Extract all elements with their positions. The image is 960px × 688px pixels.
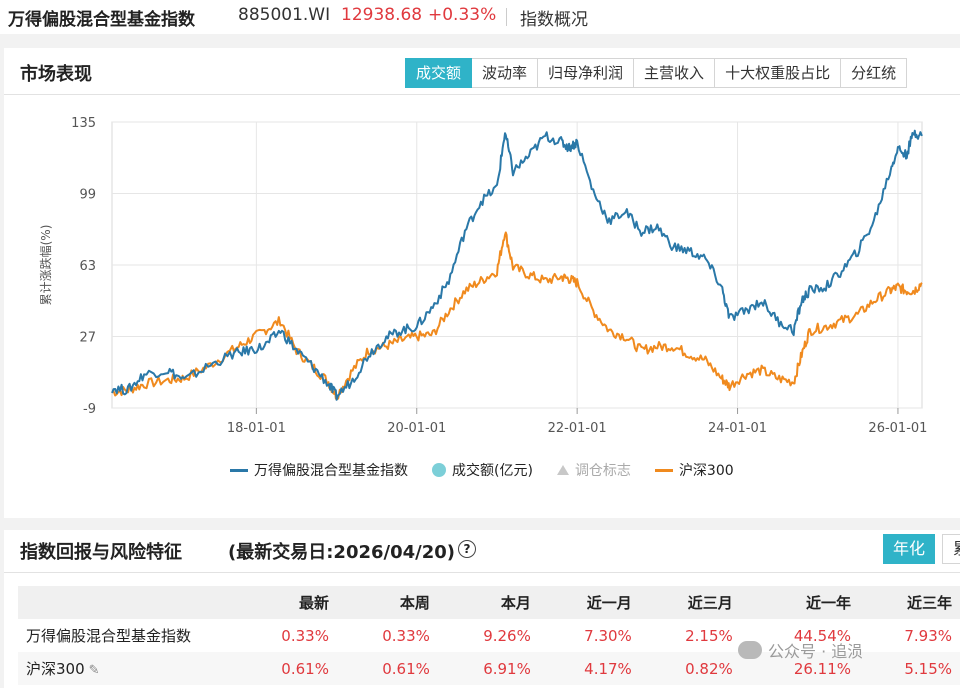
col-header-month: 本月	[437, 586, 539, 619]
help-icon[interactable]: ?	[458, 540, 476, 558]
x-tick-label: 18-01-01	[227, 421, 286, 436]
market-performance-title: 市场表现	[20, 64, 92, 85]
table-row: 沪深300 ✎ 0.61% 0.61% 6.91% 4.17% 0.82% 26.…	[18, 652, 960, 685]
col-header-3y: 近三年	[859, 586, 960, 619]
y-tick-label: 135	[71, 116, 96, 131]
tab-net-profit[interactable]: 归母净利润	[538, 58, 635, 88]
chart-legend: 万得偏股混合型基金指数 成交额(亿元) 调仓标志 沪深300	[230, 460, 758, 480]
table-cell: 0.61%	[336, 652, 438, 685]
col-header-1m: 近一月	[538, 586, 640, 619]
series-line-index	[111, 129, 923, 401]
y-tick-label: -9	[83, 402, 96, 417]
table-cell: 6.91%	[437, 652, 539, 685]
market-performance-panel: 市场表现 成交额 波动率 归母净利润 主营收入 十大权重股占比 分红统 135 9…	[4, 48, 960, 518]
legend-hs300[interactable]: 沪深300	[654, 460, 734, 480]
legend-volume-label: 成交额(亿元)	[452, 463, 533, 479]
wechat-icon	[738, 641, 762, 659]
index-name: 万得偏股混合型基金指数	[8, 10, 195, 30]
legend-rebalance-label: 调仓标志	[574, 463, 631, 479]
table-cell: 0.33%	[281, 626, 329, 645]
col-header-week: 本周	[336, 586, 438, 619]
tab-revenue[interactable]: 主营收入	[634, 58, 716, 88]
edit-pencil-icon[interactable]: ✎	[88, 663, 100, 678]
table-cell: 2.15%	[685, 626, 733, 645]
tab-top10-weight[interactable]: 十大权重股占比	[715, 58, 842, 88]
x-tick-label: 24-01-01	[708, 421, 767, 436]
x-tick-label: 22-01-01	[548, 421, 607, 436]
table-cell: 5.15%	[859, 652, 960, 685]
table-cell: 9.26%	[483, 626, 531, 645]
legend-rebalance-triangle	[556, 465, 569, 475]
index-price: 12938.68	[341, 5, 423, 25]
header-divider	[506, 8, 507, 26]
index-code: 885001.WI	[238, 5, 331, 25]
col-header-1y: 近一年	[740, 586, 860, 619]
table-cell: 7.30%	[584, 626, 632, 645]
latest-trade-date: (最新交易日:2026/04/20)	[228, 542, 455, 563]
legend-volume-dot	[432, 463, 446, 477]
table-cell: 4.17%	[538, 652, 640, 685]
row-name-cell: 沪深300 ✎	[18, 652, 236, 685]
panel2-divider	[4, 572, 960, 573]
legend-rebalance[interactable]: 调仓标志	[556, 460, 631, 480]
performance-chart[interactable]: 135 99 63 27 -9 18-01-01 20-01-01 22-01-01 24-01…	[4, 48, 960, 458]
table-header-row: 最新 本周 本月 近一月 近三月 近一年 近三年	[18, 586, 960, 619]
panel-divider	[4, 94, 960, 95]
watermark: 公众号 · 追涢	[738, 638, 863, 662]
tab-volume[interactable]: 成交额	[405, 58, 473, 88]
table-row: 万得偏股混合型基金指数 0.33% 0.33% 9.26% 7.30% 2.15…	[18, 619, 960, 652]
col-header-3m: 近三月	[639, 586, 741, 619]
legend-hs300-label: 沪深300	[678, 463, 734, 479]
returns-table: 最新 本周 本月 近一月 近三月 近一年 近三年 万得偏股混合型基金指数 0.3…	[18, 586, 960, 685]
metric-tabs: 成交额 波动率 归母净利润 主营收入 十大权重股占比 分红统	[405, 58, 908, 88]
returns-title: 指数回报与风险特征	[20, 542, 182, 563]
legend-volume[interactable]: 成交额(亿元)	[432, 460, 533, 480]
table-cell: 0.33%	[382, 626, 430, 645]
col-header-latest: 最新	[236, 586, 337, 619]
table-cell: 26.11%	[740, 652, 860, 685]
col-header-name	[18, 586, 236, 619]
returns-risk-panel: 指数回报与风险特征 (最新交易日:2026/04/20) ? 年化 累 最新 本…	[4, 530, 960, 688]
index-header: 万得偏股混合型基金指数 885001.WI 12938.68 +0.33% 指数…	[0, 0, 960, 34]
y-tick-label: 99	[79, 188, 96, 203]
x-tick-label: 20-01-01	[387, 421, 446, 436]
series-line-hs300	[111, 231, 923, 401]
tab-annualized[interactable]: 年化	[883, 534, 936, 564]
tab-cumulative[interactable]: 累	[942, 534, 960, 564]
row-name: 沪深300	[26, 660, 85, 678]
legend-index[interactable]: 万得偏股混合型基金指数	[230, 460, 408, 480]
y-axis-label: 累计涨跌幅(%)	[38, 225, 53, 306]
tab-volatility[interactable]: 波动率	[472, 58, 539, 88]
table-cell: 7.93%	[904, 626, 952, 645]
legend-index-swatch	[230, 468, 248, 472]
y-tick-label: 27	[79, 331, 96, 346]
row-name: 万得偏股混合型基金指数	[26, 627, 192, 645]
x-tick-label: 26-01-01	[868, 421, 927, 436]
tab-dividend[interactable]: 分红统	[841, 58, 908, 88]
watermark-text: 公众号 · 追涢	[768, 642, 864, 661]
legend-hs300-swatch	[654, 468, 673, 472]
legend-index-label: 万得偏股混合型基金指数	[254, 463, 408, 479]
table-cell: 0.82%	[639, 652, 741, 685]
y-tick-label: 63	[79, 259, 96, 274]
index-overview-link[interactable]: 指数概况	[520, 10, 588, 30]
index-change: +0.33%	[428, 5, 497, 25]
table-cell: 0.61%	[236, 652, 337, 685]
table-cell: 44.54%	[793, 626, 852, 645]
